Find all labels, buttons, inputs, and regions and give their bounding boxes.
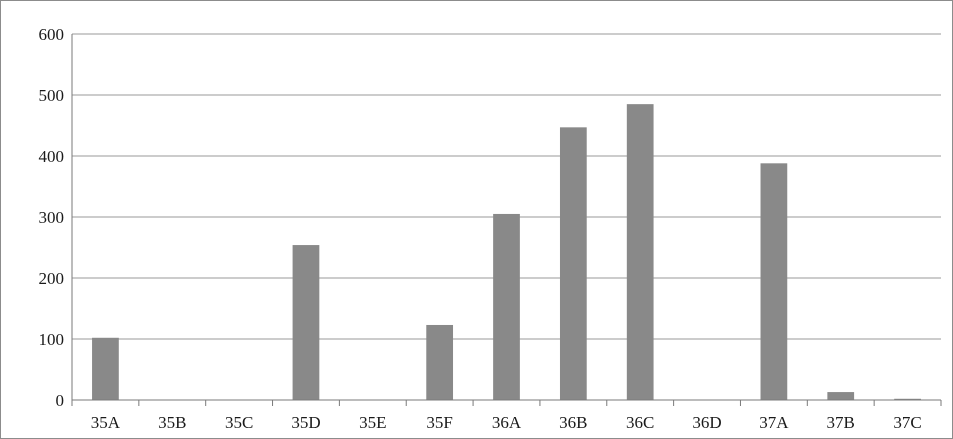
x-tick-label-35F: 35F (426, 413, 452, 432)
y-tick-label: 400 (39, 147, 65, 166)
x-tick-label-36C: 36C (626, 413, 654, 432)
bar-35D (292, 245, 320, 400)
x-tick-label-35E: 35E (359, 413, 386, 432)
x-tick-label-37B: 37B (827, 413, 855, 432)
x-tick-label-36A: 36A (492, 413, 522, 432)
x-axis-tick-labels: 35A 35B 35C 35D 35E 35F 36A 36B 36C 36D 37A 37B 37C (71, 400, 942, 432)
bar-37C (894, 398, 921, 400)
bar-36C (626, 104, 654, 401)
bar-37A (760, 163, 788, 400)
gridlines (72, 33, 941, 340)
y-tick-label: 0 (56, 391, 65, 410)
bar-36A (493, 213, 520, 400)
x-tick-label-35D: 35D (291, 413, 320, 432)
y-axis-tick-labels: 0 100 200 300 400 500 600 (39, 25, 65, 410)
y-tick-label: 200 (39, 269, 65, 288)
bar-36B (559, 127, 587, 400)
x-tick-label-36B: 36B (559, 413, 587, 432)
y-tick-label: 300 (39, 208, 65, 227)
x-tick-label-35A: 35A (91, 413, 121, 432)
bar-37B (827, 392, 855, 400)
x-tick-label-36D: 36D (692, 413, 721, 432)
y-tick-label: 600 (39, 25, 65, 44)
y-tick-label: 100 (39, 330, 65, 349)
x-tick-label-35B: 35B (158, 413, 186, 432)
bar-35F (426, 324, 454, 400)
x-tick-label-37C: 37C (893, 413, 921, 432)
y-tick-label: 500 (39, 86, 65, 105)
bar-35A (92, 337, 119, 400)
x-tick-label-35C: 35C (225, 413, 253, 432)
x-tick-label-37A: 37A (759, 413, 789, 432)
bars (92, 104, 921, 401)
